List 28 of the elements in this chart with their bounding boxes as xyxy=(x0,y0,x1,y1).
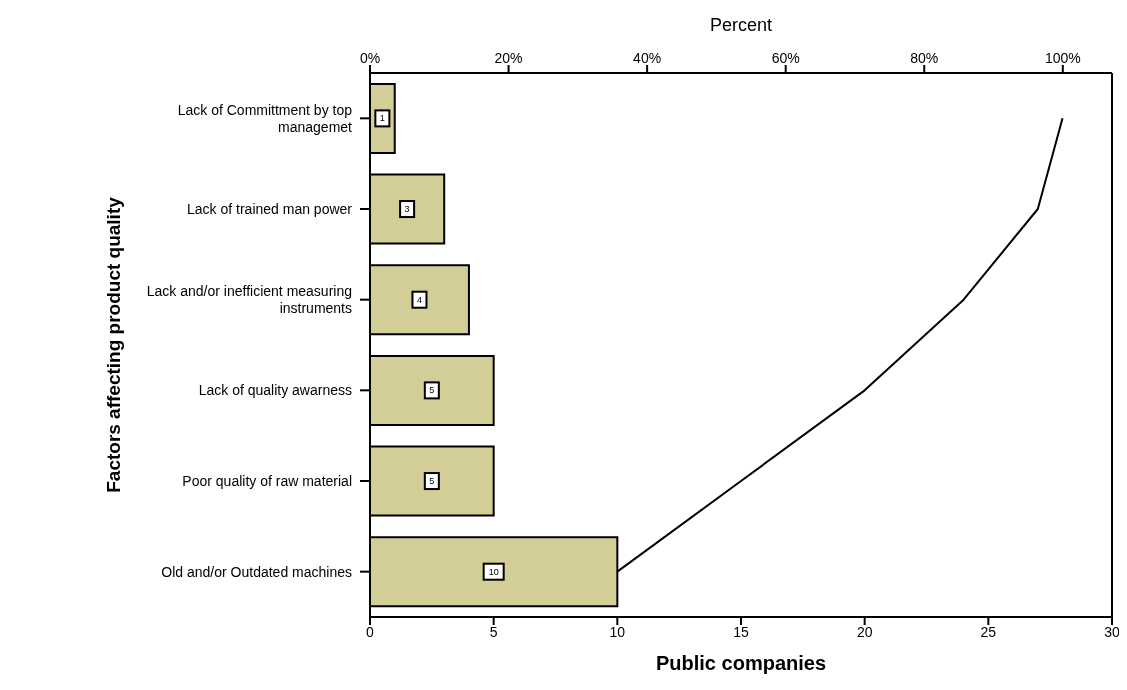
data-label: 5 xyxy=(429,385,435,396)
x-tick-label: 20 xyxy=(856,623,873,640)
x2-tick-label: 20% xyxy=(494,50,523,66)
y-tick-label: Poor quality of raw material xyxy=(182,473,352,489)
y-tick-label: Lack and/or inefficient measuring instruments xyxy=(146,283,352,317)
data-label: 1 xyxy=(379,113,385,124)
x-tick-label: 5 xyxy=(489,623,498,640)
data-label: 4 xyxy=(416,294,422,305)
x-tick-label: 0 xyxy=(366,623,375,640)
x2-axis-title: Percent xyxy=(709,14,773,35)
x2-tick-label: 60% xyxy=(771,50,800,66)
x2-tick-label: 80% xyxy=(910,50,939,66)
y-tick-label: Old and/or Outdated machines xyxy=(161,563,352,580)
data-label: 3 xyxy=(404,204,410,215)
x2-tick-label: 0% xyxy=(359,50,381,66)
x-axis-title: Public companies xyxy=(655,652,827,674)
data-label: 5 xyxy=(429,476,435,487)
y-tick-label: Lack of trained man power xyxy=(187,201,353,217)
x-tick-label: 30 xyxy=(1104,623,1120,640)
y-tick-label: Lack of Committment by top managemet xyxy=(177,101,353,135)
x2-tick-label: 40% xyxy=(633,50,662,66)
data-label: 10 xyxy=(488,566,499,577)
y-axis-title: Factors affecting product quality xyxy=(102,196,124,493)
x-tick-label: 10 xyxy=(609,623,626,640)
x-tick-label: 25 xyxy=(980,623,997,640)
x-tick-label: 15 xyxy=(733,623,749,640)
x2-tick-label: 100% xyxy=(1044,50,1081,66)
y-tick-label: Lack of quality awarness xyxy=(198,382,352,399)
